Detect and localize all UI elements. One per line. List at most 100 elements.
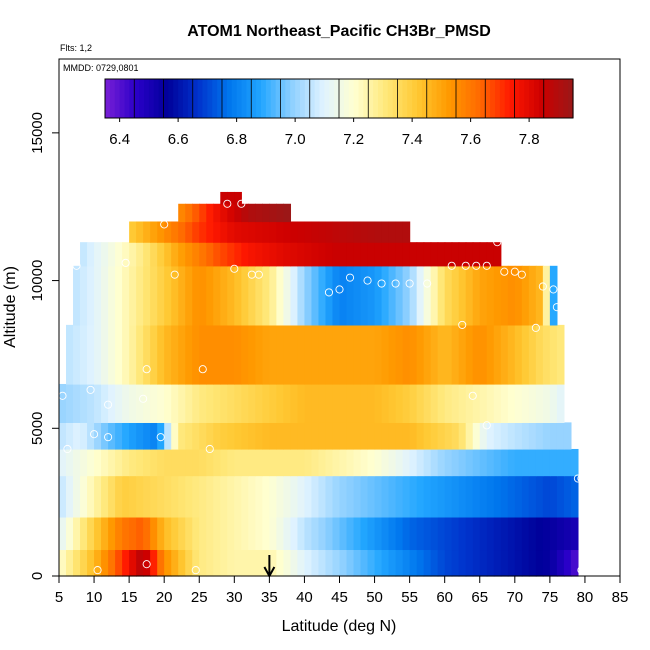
heatmap-cell: [66, 475, 74, 518]
heatmap-cell: [423, 324, 432, 385]
sample-point: [142, 365, 151, 374]
sample-point: [363, 276, 372, 285]
heatmap-cell: [311, 475, 320, 518]
sample-point: [72, 261, 81, 270]
heatmap-cell: [444, 516, 453, 551]
colorbar-swatch: [446, 79, 452, 118]
heatmap-cell: [234, 191, 242, 205]
colorbar-swatch: [304, 79, 311, 118]
heatmap-cell: [283, 448, 292, 477]
heatmap-cell: [332, 242, 341, 267]
heatmap-cell: [171, 324, 179, 385]
heatmap-cell: [178, 265, 186, 326]
heatmap-cell: [479, 422, 488, 450]
heatmap-cell: [563, 422, 572, 450]
heatmap-cell: [276, 203, 284, 223]
heatmap-cell: [556, 549, 565, 577]
heatmap-cell: [234, 448, 242, 477]
heatmap-cell: [318, 516, 327, 551]
heatmap-cell: [283, 422, 292, 450]
heatmap-cell: [234, 383, 242, 423]
colorbar-swatch: [197, 79, 204, 118]
heatmap-cell: [157, 549, 165, 577]
heatmap-cell: [304, 383, 313, 423]
heatmap-cell: [367, 448, 376, 477]
sample-point: [205, 444, 214, 454]
heatmap-cell: [332, 422, 341, 450]
heatmap-cell: [199, 383, 207, 423]
heatmap-cell: [164, 448, 172, 477]
heatmap-cell: [360, 422, 369, 450]
heatmap-cell: [150, 383, 158, 423]
colorbar-swatch: [134, 79, 140, 118]
heatmap-cell: [262, 221, 270, 243]
y-tick-label: 5000: [29, 412, 46, 445]
heatmap-cell: [185, 516, 193, 551]
heatmap-cell: [444, 324, 453, 385]
heatmap-cell: [360, 242, 369, 267]
colorbar-tick-label: 7.6: [460, 131, 481, 148]
heatmap-cell: [360, 549, 369, 577]
heatmap-cell: [395, 221, 404, 243]
heatmap-cell: [353, 265, 362, 326]
colorbar-swatch: [187, 79, 194, 118]
colorbar-swatch: [129, 79, 135, 118]
heatmap-cell: [199, 242, 207, 267]
colorbar-swatch: [387, 79, 394, 118]
heatmap-cell: [115, 549, 123, 577]
heatmap-cell: [367, 265, 376, 326]
heatmap-cell: [395, 422, 404, 450]
heatmap-cell: [297, 448, 306, 477]
colorbar-tick-label: 7.0: [285, 131, 306, 148]
heatmap-cell: [479, 549, 488, 577]
heatmap-cell: [220, 448, 228, 477]
heatmap-cell: [178, 324, 186, 385]
x-tick-label: 45: [331, 589, 348, 606]
colorbar-swatch: [139, 79, 145, 118]
heatmap-cell: [542, 549, 551, 577]
heatmap-cell: [122, 422, 130, 450]
sample-point: [63, 444, 72, 454]
heatmap-cell: [269, 383, 277, 423]
heatmap-cell: [269, 324, 277, 385]
heatmap-cell: [416, 448, 425, 477]
heatmap-cell: [87, 448, 95, 477]
heatmap-cell: [276, 475, 284, 518]
heatmap-cell: [192, 242, 200, 267]
heatmap-cell: [304, 475, 313, 518]
heatmap-cell: [318, 448, 327, 477]
chart-title: ATOM1 Northeast_Pacific CH3Br_PMSD: [187, 23, 491, 40]
heatmap-cell: [430, 265, 439, 326]
colorbar-swatch: [363, 79, 369, 118]
heatmap-cell: [416, 383, 425, 423]
heatmap-cell: [346, 221, 355, 243]
heatmap-cell: [409, 242, 418, 267]
colorbar-swatch: [329, 79, 335, 118]
heatmap-cell: [241, 221, 249, 243]
colorbar-swatch: [475, 79, 481, 118]
heatmap-cell: [563, 549, 572, 577]
heatmap-cell: [108, 242, 116, 267]
heatmap-cell: [213, 242, 221, 267]
colorbar-swatch: [412, 79, 418, 118]
heatmap-cell: [381, 383, 390, 423]
heatmap-cell: [157, 242, 165, 267]
heatmap-cell: [241, 324, 249, 385]
heatmap-cell: [255, 516, 263, 551]
heatmap-cell: [143, 221, 151, 243]
heatmap-cell: [451, 265, 460, 326]
sample-point: [104, 433, 113, 442]
colorbar-swatch: [548, 79, 555, 118]
flights-label: Flts: 1,2: [60, 43, 92, 53]
colorbar-swatch: [295, 79, 301, 118]
heatmap-cell: [458, 324, 467, 385]
heatmap-cell: [80, 549, 88, 577]
heatmap-cell: [542, 422, 551, 450]
colorbar-swatch: [334, 79, 340, 118]
heatmap-cell: [458, 242, 467, 267]
heatmap-cell: [129, 221, 137, 243]
heatmap-cell: [367, 242, 376, 267]
heatmap-cell: [59, 549, 67, 577]
heatmap-cell: [150, 549, 158, 577]
